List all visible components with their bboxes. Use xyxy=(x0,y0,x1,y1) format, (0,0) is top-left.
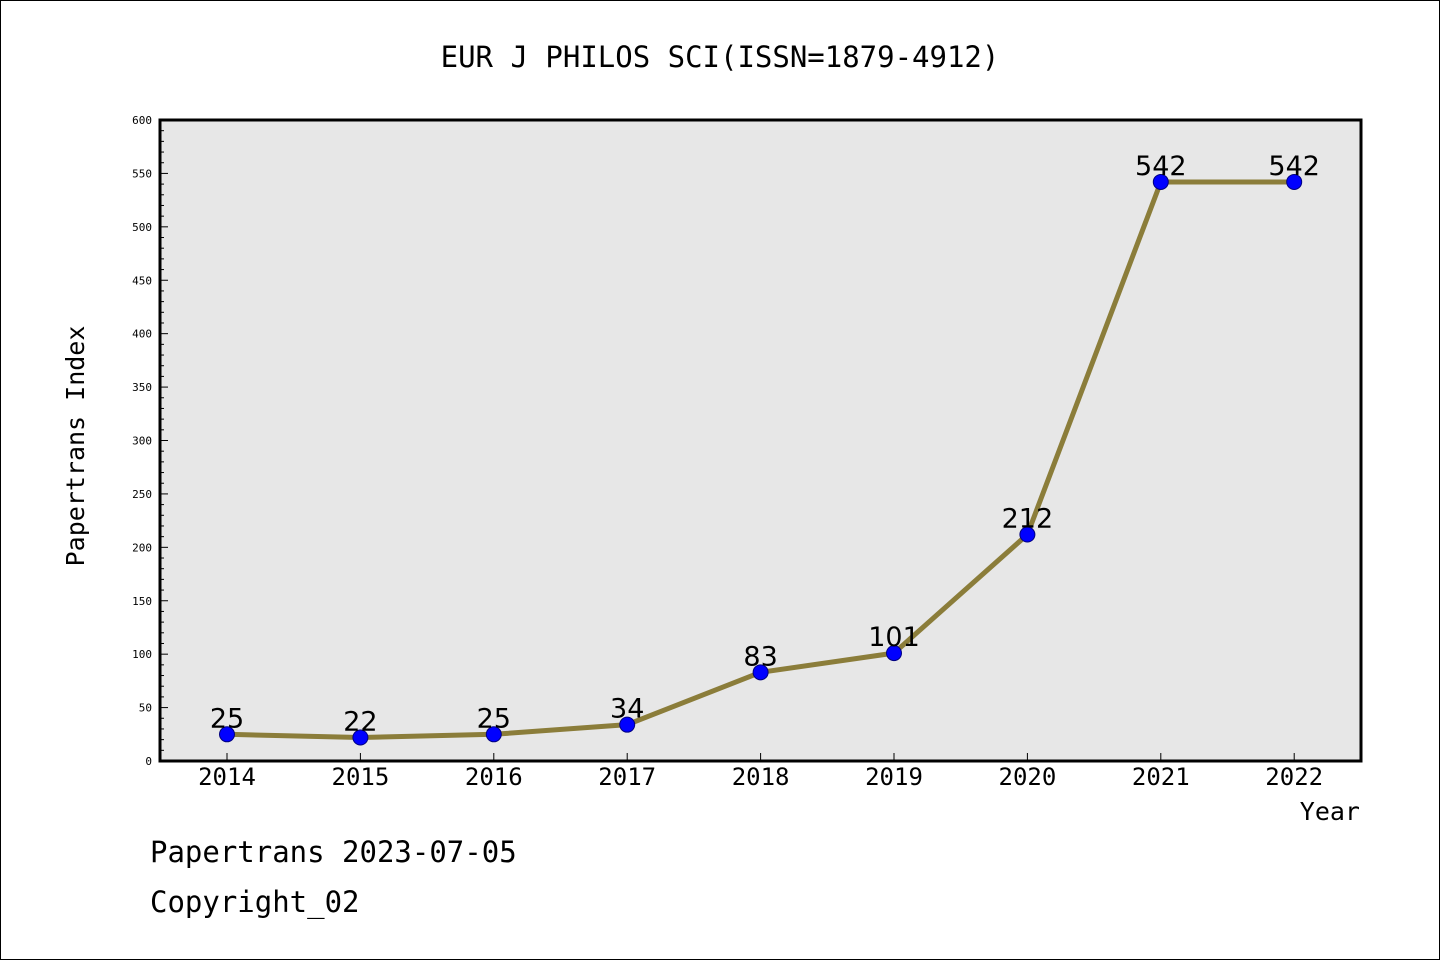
footer-copyright: Copyright_02 xyxy=(150,885,360,919)
data-point xyxy=(485,726,502,743)
y-tick-label: 500 xyxy=(132,221,152,234)
x-tick-label: 2021 xyxy=(1132,763,1190,791)
y-tick-label: 450 xyxy=(132,274,152,287)
data-label: 542 xyxy=(1268,151,1320,182)
y-tick-label: 300 xyxy=(132,435,152,448)
data-label: 101 xyxy=(868,622,920,653)
x-tick-label: 2017 xyxy=(598,763,656,791)
y-axis-ticks: 0 50 100 150 200 250 300 350 400 450 500 550 600 xyxy=(132,114,168,768)
data-label: 212 xyxy=(1002,504,1054,535)
y-tick-label: 50 xyxy=(139,702,152,715)
data-point xyxy=(1286,173,1303,190)
data-point xyxy=(752,664,769,681)
data-point xyxy=(352,729,369,746)
y-tick-label: 200 xyxy=(132,541,152,554)
data-label: 22 xyxy=(343,706,377,737)
data-label: 25 xyxy=(477,703,511,734)
data-label: 542 xyxy=(1135,151,1187,182)
data-point xyxy=(619,716,636,733)
data-label: 34 xyxy=(610,694,644,725)
footer-source: Papertrans 2023-07-05 xyxy=(150,835,517,869)
x-tick-label: 2014 xyxy=(198,763,256,791)
y-tick-label: 350 xyxy=(132,381,152,394)
data-point xyxy=(1152,173,1169,190)
x-tick-label: 2022 xyxy=(1265,763,1323,791)
x-axis-ticks: 2014 2015 2016 2017 2018 2019 2020 2021 2022 xyxy=(198,753,1323,791)
chart-title: EUR J PHILOS SCI(ISSN=1879-4912) xyxy=(441,40,1000,74)
data-label: 25 xyxy=(210,703,244,734)
x-tick-label: 2018 xyxy=(732,763,790,791)
y-tick-label: 250 xyxy=(132,488,152,501)
y-tick-label: 100 xyxy=(132,648,152,661)
data-point xyxy=(219,726,235,743)
plot-area xyxy=(160,120,1361,761)
x-tick-label: 2016 xyxy=(465,763,523,791)
data-label: 83 xyxy=(743,641,777,672)
data-point xyxy=(1019,526,1036,543)
y-tick-label: 400 xyxy=(132,328,152,341)
x-tick-label: 2020 xyxy=(999,763,1057,791)
x-axis-label: Year xyxy=(1300,797,1360,826)
y-tick-label: 0 xyxy=(145,755,152,768)
y-tick-label: 150 xyxy=(132,595,152,608)
x-tick-label: 2015 xyxy=(332,763,390,791)
data-labels: 25 22 25 34 83 101 212 542 542 xyxy=(210,151,1320,738)
data-markers xyxy=(219,173,1303,746)
y-tick-label: 550 xyxy=(132,167,152,180)
y-axis-label: Papertrans Index xyxy=(61,326,90,567)
x-tick-label: 2019 xyxy=(865,763,923,791)
plot-border xyxy=(158,118,1363,763)
y-tick-label: 600 xyxy=(132,114,152,127)
data-point xyxy=(886,645,902,662)
